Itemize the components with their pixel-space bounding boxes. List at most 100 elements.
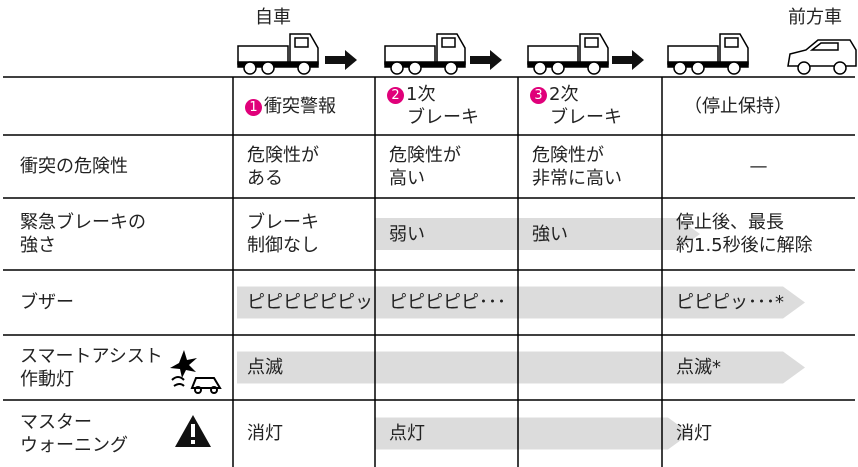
own-vehicle-label: 自車 (255, 7, 291, 28)
cell-text: 停止後、最長 (676, 212, 784, 233)
stage-number: 2 (387, 87, 404, 104)
flow-arrow (237, 286, 805, 319)
table-cell: 強い (532, 198, 662, 270)
table-cell: 停止後、最長 約1.5秒後に解除 (676, 198, 855, 270)
motion-arrow (470, 50, 502, 70)
stage-header: 1 衝突警報 (245, 77, 375, 135)
cell-text: ピピピッ･･･* (676, 292, 784, 313)
truck-wheel (243, 61, 257, 75)
table-cell: 危険性が ある (247, 135, 375, 198)
stage-label: ブレーキ (550, 107, 622, 128)
table-cell: 危険性が 非常に高い (532, 135, 662, 198)
stage-header: （停止保持） (684, 77, 855, 135)
truck-chassis (237, 61, 319, 68)
table-cell: 弱い (389, 198, 518, 270)
cell-text: 点灯 (389, 423, 425, 444)
row-label: スマートアシスト 作動灯 (20, 335, 233, 400)
row-label: マスター ウォーニング (20, 400, 233, 467)
table-cell: 点灯 (389, 400, 518, 467)
table-cell: 消灯 (247, 400, 375, 467)
smart-assist-icon (170, 350, 222, 394)
stage-header: 3 2次 ブレーキ (530, 77, 662, 135)
flow-arrow (375, 218, 700, 250)
cell-text: 点滅* (676, 357, 721, 378)
truck-window (724, 37, 739, 48)
stage-number: 3 (530, 87, 547, 104)
truck-icon (527, 33, 609, 75)
truck-wheel (727, 61, 741, 75)
table-cell: 消灯 (676, 400, 855, 467)
stage-label: ブレーキ (407, 107, 479, 128)
cell-text: ピピピピピ･･･ (389, 292, 506, 313)
car-window (809, 42, 839, 51)
stage-label: （停止保持） (684, 95, 792, 117)
table-cell: ピピピピピ･･･ (389, 270, 518, 335)
truck-wheel (691, 61, 705, 75)
row-label: 衝突の危険性 (20, 135, 233, 198)
table-cell: 点滅* (676, 335, 855, 400)
table-grid (3, 76, 855, 467)
row-label-line: マスター (20, 411, 92, 433)
truck-window (584, 37, 599, 48)
table-cell: ピピピッ･･･* (676, 270, 855, 335)
truck-wheel (673, 61, 687, 75)
truck-wheel (297, 61, 311, 75)
cell-text: 非常に高い (532, 167, 622, 189)
cell-text: 危険性が (389, 144, 461, 166)
motion-arrow (612, 50, 644, 70)
row-label-line: ブザー (20, 292, 74, 313)
truck-wheel (551, 61, 565, 75)
stage-label: 3 2次 (530, 83, 662, 106)
table-cell: ピピピピピピッ (247, 270, 375, 335)
stage-header: 2 1次 ブレーキ (387, 77, 518, 135)
truck-chassis (667, 61, 749, 68)
truck-wheel (408, 61, 422, 75)
truck-icon (384, 33, 466, 75)
truck-wheel (261, 61, 275, 75)
car-wheel (797, 61, 811, 75)
cell-text: 制御なし (247, 235, 319, 256)
truck-wheel (444, 61, 458, 75)
truck-wheel (533, 61, 547, 75)
truck-wheel (390, 61, 404, 75)
stage-number: 1 (245, 98, 262, 116)
row-label: ブザー (20, 270, 233, 335)
cell-text: ピピピピピピッ (247, 292, 373, 313)
row-label-line: 緊急ブレーキの (20, 212, 146, 233)
car-body (787, 39, 857, 67)
row-label-line: 衝突の危険性 (20, 156, 128, 177)
truck-wheel (587, 61, 601, 75)
truck-chassis (384, 61, 466, 68)
master-warning-icon (175, 415, 211, 447)
table-cell: 危険性が 高い (389, 135, 518, 198)
table-cell: — (662, 135, 855, 198)
table-cell: 点滅 (247, 335, 375, 400)
truck-window (441, 37, 456, 48)
row-label-line: 強さ (20, 235, 56, 256)
row-label-line: スマートアシスト (20, 345, 163, 367)
car-wheel (833, 61, 847, 75)
front-vehicle-label: 前方車 (788, 7, 842, 28)
stage-label: 2 1次 (387, 83, 518, 106)
cell-text: — (749, 156, 768, 177)
cell-text: 約1.5秒後に解除 (676, 235, 813, 256)
car-icon (787, 39, 857, 75)
row-label: 緊急ブレーキの 強さ (20, 198, 233, 270)
cell-text: 危険性が (532, 144, 604, 166)
stage-label: 1 衝突警報 (245, 95, 375, 118)
truck-chassis (527, 61, 609, 68)
cell-text: 消灯 (247, 423, 283, 444)
motion-arrow (325, 50, 357, 70)
cell-text: 弱い (389, 223, 425, 245)
row-label-line: 作動灯 (20, 368, 74, 390)
cell-text: 危険性が (247, 144, 319, 166)
vehicles (237, 33, 857, 75)
cell-text: 強い (532, 223, 568, 245)
cell-text: 高い (389, 167, 425, 189)
table-cell: ブレーキ 制御なし (247, 198, 375, 270)
cell-text: 点滅 (247, 357, 283, 378)
cell-text: ある (247, 167, 283, 189)
flow-arrow (375, 417, 690, 450)
